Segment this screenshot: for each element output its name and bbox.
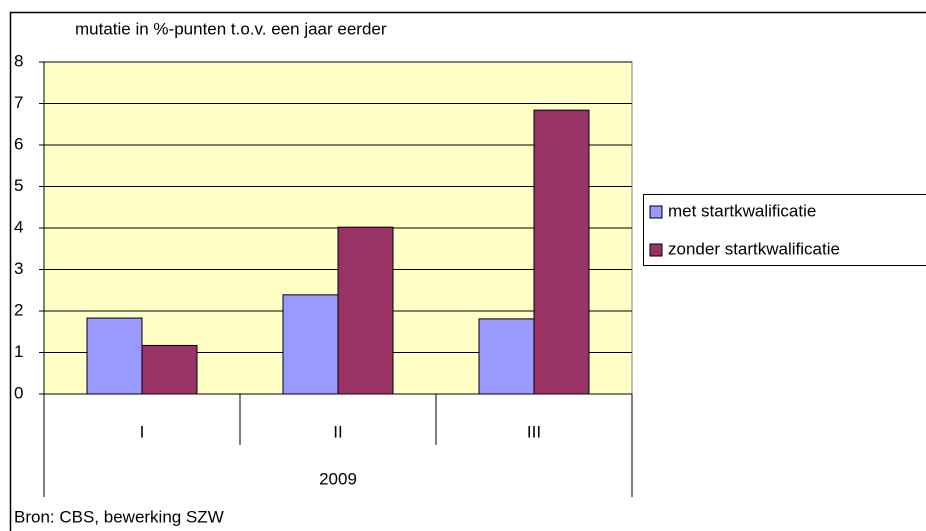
y-tick-label: 0 xyxy=(14,383,23,402)
y-tick-label: 3 xyxy=(14,259,23,278)
x-tick-label: I xyxy=(140,422,145,441)
y-tick-label: 5 xyxy=(14,176,23,195)
bar xyxy=(86,317,143,395)
y-tick-label: 1 xyxy=(14,342,23,361)
legend xyxy=(643,194,926,266)
category-group-label: 2009 xyxy=(319,469,357,488)
y-tick-label: 6 xyxy=(14,134,23,153)
y-tick-label: 7 xyxy=(14,93,23,112)
bar xyxy=(533,109,590,395)
bar xyxy=(282,294,339,395)
chart-title: mutatie in %-punten t.o.v. een jaar eerd… xyxy=(75,19,387,38)
legend-label: zonder startkwalificatie xyxy=(668,239,840,258)
x-tick-label: II xyxy=(333,422,342,441)
y-tick-label: 8 xyxy=(14,51,23,70)
y-tick-label: 2 xyxy=(14,300,23,319)
source-note: Bron: CBS, bewerking SZW xyxy=(14,507,224,526)
bar xyxy=(478,318,535,395)
bar xyxy=(337,226,394,395)
legend-swatch xyxy=(649,205,663,219)
legend-label: met startkwalificatie xyxy=(668,201,816,220)
y-tick-label: 4 xyxy=(14,217,23,236)
bar xyxy=(141,344,198,395)
x-tick-label: III xyxy=(527,422,541,441)
legend-swatch xyxy=(649,243,663,257)
